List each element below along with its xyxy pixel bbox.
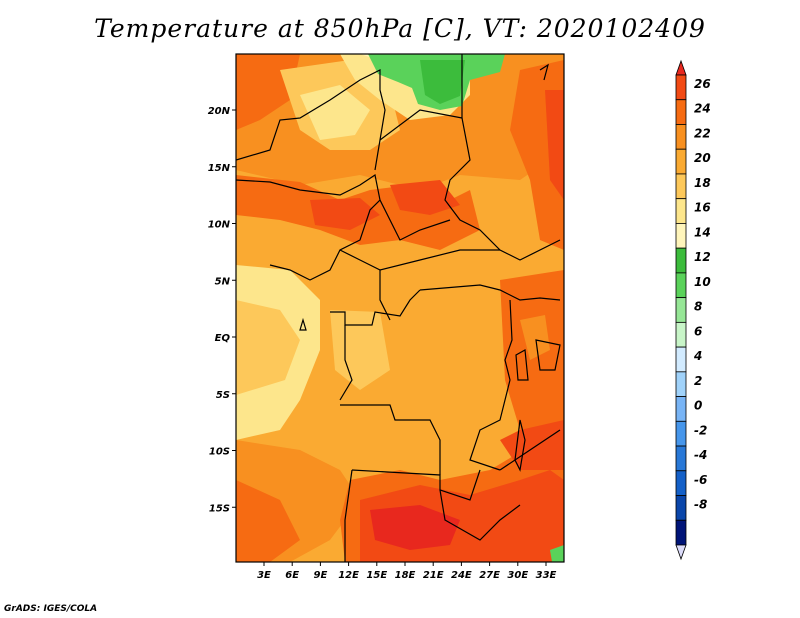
- map-title: Temperature at 850hPa [C], VT: 202010240…: [94, 14, 706, 43]
- colorbar-label: 2: [694, 374, 702, 388]
- colorbar-label: 20: [694, 151, 711, 165]
- plot-frame: [235, 53, 565, 563]
- colorbar-swatch: [675, 99, 687, 125]
- lon-tick-label: 15E: [366, 570, 387, 581]
- colorbar-label: 4: [693, 349, 702, 363]
- lat-tick-label: 5S: [216, 390, 230, 401]
- lon-tick-label: 30E: [507, 570, 528, 581]
- colorbar-label: -4: [694, 448, 707, 462]
- country-borders: [236, 54, 561, 562]
- colorbar-swatch: [675, 173, 687, 200]
- colorbar-swatch: [675, 272, 687, 299]
- lat-tick-label: 15S: [209, 503, 230, 514]
- colorbar-swatch: [675, 321, 687, 348]
- lat-tick-label: 5N: [215, 276, 231, 287]
- colorbar-label: -2: [694, 423, 707, 437]
- colorbar-swatch: [675, 519, 687, 546]
- latitude-axis: 20N 15N 10N 5N EQ 5S 10S 15S: [208, 106, 236, 514]
- colorbar-swatch: [675, 371, 687, 397]
- longitude-axis: 3E 6E 9E 12E 15E 18E 21E 24E 27E 30E 33E: [257, 562, 557, 581]
- lat-tick-label: 10N: [208, 220, 231, 231]
- colorbar-label: 14: [694, 225, 711, 239]
- colorbar-label: 26: [694, 77, 711, 91]
- colorbar-swatch: [675, 74, 687, 101]
- colorbar-swatch: [675, 223, 687, 249]
- lon-tick-label: 12E: [338, 570, 359, 581]
- lat-tick-label: 10S: [209, 447, 230, 458]
- colorbar-top-arrow: [675, 59, 687, 76]
- colorbar-label: -6: [694, 473, 707, 487]
- lat-tick-label: 20N: [208, 106, 231, 117]
- lon-tick-label: 24E: [451, 570, 472, 581]
- colorbar-label: 6: [694, 324, 702, 338]
- colorbar-label: 12: [694, 250, 711, 264]
- colorbar-swatch: [675, 445, 687, 472]
- temperature-field: [236, 54, 564, 562]
- colorbar-swatch: [675, 470, 687, 496]
- colorbar-label: 16: [694, 201, 711, 215]
- lon-tick-label: 6E: [285, 570, 299, 581]
- lon-tick-label: 21E: [423, 570, 444, 581]
- colorbar-label: 18: [694, 176, 711, 190]
- colorbar-bottom-arrow: [675, 544, 687, 561]
- lat-tick-label: EQ: [215, 333, 231, 344]
- colorbar-swatch: [675, 420, 687, 447]
- colorbar-swatch: [675, 495, 687, 521]
- colorbar-swatch: [675, 346, 687, 373]
- colorbar-swatch: [675, 297, 687, 323]
- colorbar-label: 22: [694, 126, 711, 140]
- colorbar-label: 10: [694, 275, 711, 289]
- lon-tick-label: 33E: [536, 570, 557, 581]
- colorbar-swatch: [675, 148, 687, 175]
- lon-tick-label: 3E: [257, 570, 271, 581]
- lon-tick-label: 9E: [314, 570, 328, 581]
- colorbar-label: 8: [694, 300, 702, 314]
- colorbar-swatch: [675, 247, 687, 274]
- lat-tick-label: 15N: [208, 163, 231, 174]
- colorbar-swatch: [675, 396, 687, 422]
- colorbar-label: -8: [694, 498, 707, 512]
- colorbar-label: 0: [694, 399, 702, 413]
- lon-tick-label: 18E: [395, 570, 416, 581]
- colorbar-swatch: [675, 198, 687, 224]
- lon-tick-label: 27E: [479, 570, 500, 581]
- colorbar-label: 24: [694, 102, 711, 116]
- colorbar-swatch: [675, 124, 687, 150]
- grads-credit: GrADS: IGES/COLA: [4, 604, 98, 614]
